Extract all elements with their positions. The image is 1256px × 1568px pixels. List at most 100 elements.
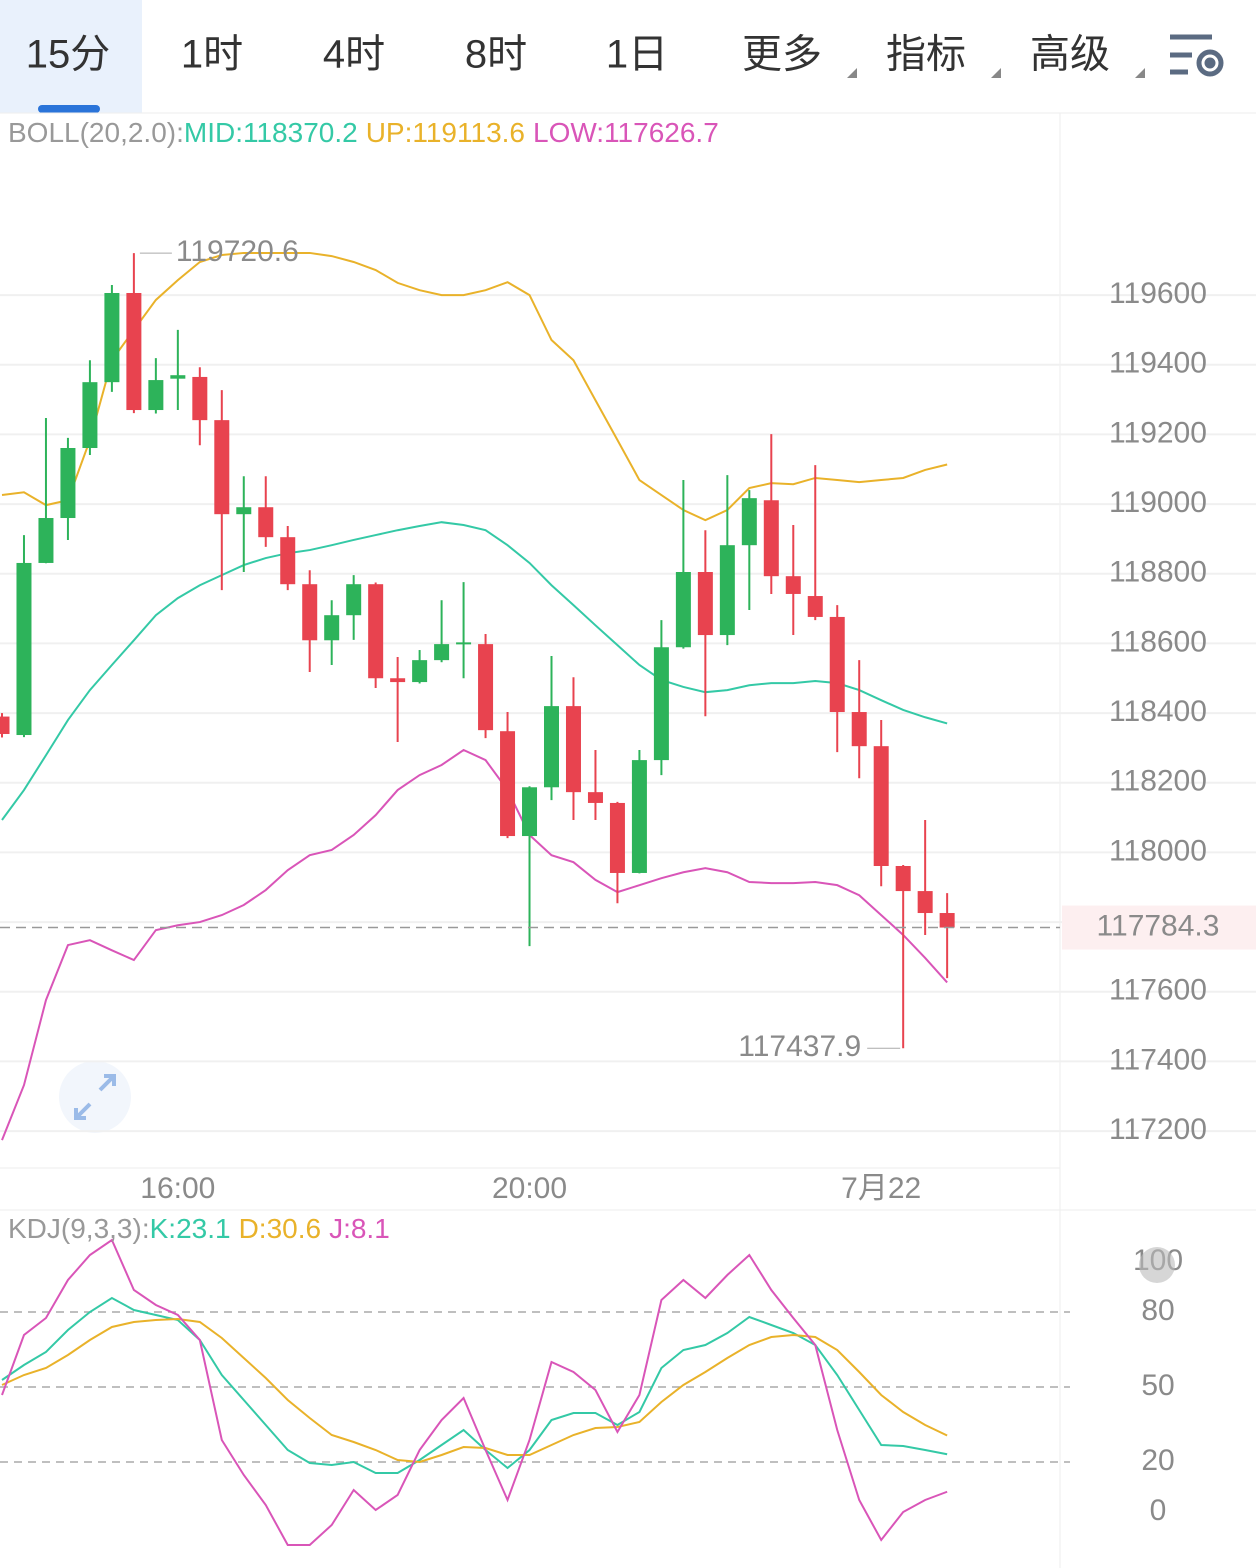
candle-body — [939, 913, 955, 928]
candle-body — [280, 537, 296, 585]
candle-body — [302, 584, 318, 641]
candle-body — [653, 647, 669, 761]
indicator-line — [1, 748, 948, 1141]
tab[interactable]: 4时 — [323, 33, 385, 77]
candle-body — [478, 644, 494, 731]
last-price-badge — [1062, 905, 1256, 950]
tab[interactable]: 8时 — [465, 33, 527, 77]
candle-body — [324, 615, 340, 641]
y-tick-label: 118000 — [1109, 834, 1207, 867]
candle-body — [434, 644, 450, 661]
candle-body — [697, 572, 713, 636]
candle-body — [741, 498, 757, 546]
candle-body — [851, 712, 867, 747]
candle-body — [192, 376, 208, 421]
legend-entry: UP:119113.6 — [366, 117, 525, 148]
tab[interactable]: 1日 — [606, 33, 668, 77]
x-tick-label: 16:00 — [140, 1172, 215, 1205]
y-tick-label: 119200 — [1109, 416, 1207, 449]
active-tab-indicator — [38, 105, 100, 113]
indicator-line — [1, 521, 948, 821]
indicator-header: KDJ(9,3,3):K:23.1 D:30.6 J:8.1 — [8, 1213, 390, 1244]
candle-body — [38, 518, 54, 563]
candle-body — [565, 706, 581, 793]
legend-entry: LOW:117626.7 — [533, 117, 719, 148]
candle-body — [60, 448, 76, 519]
y-tick-label: 119000 — [1109, 486, 1207, 519]
y-tick-label: 119600 — [1109, 277, 1207, 310]
candle-body — [917, 891, 933, 914]
candle-body — [587, 792, 603, 803]
tab[interactable]: 指标 — [886, 33, 966, 77]
tab[interactable]: 1时 — [181, 33, 243, 77]
indicator-name: BOLL(20,2.0): — [8, 117, 184, 148]
y-tick-label: 117400 — [1109, 1043, 1207, 1076]
legend-entry: J:8.1 — [329, 1213, 390, 1244]
y-tick-label: 20 — [1141, 1444, 1174, 1477]
indicator-line — [1, 251, 948, 522]
candle-body — [873, 746, 889, 866]
candle-body — [148, 380, 164, 411]
y-tick-label: 118400 — [1109, 695, 1207, 728]
scroll-thumb[interactable] — [1139, 1247, 1175, 1283]
y-tick-label: 117600 — [1109, 974, 1207, 1007]
candle-body — [170, 375, 186, 379]
dropdown-caret — [991, 68, 1001, 78]
candle-body — [16, 562, 32, 736]
indicator-line — [1, 1296, 948, 1474]
candle-body — [390, 678, 406, 683]
y-tick-label: 0 — [1150, 1494, 1167, 1527]
tab[interactable]: 15分 — [26, 33, 111, 77]
x-tick-label: 20:00 — [492, 1172, 567, 1205]
candle-body — [807, 596, 823, 617]
candle-body — [0, 716, 10, 734]
candle-body — [631, 760, 647, 873]
candle-body — [368, 584, 384, 679]
legend-entry: D:30.6 — [239, 1213, 322, 1244]
candle-body — [763, 500, 779, 577]
y-tick-label: 118200 — [1109, 765, 1207, 798]
candle-body — [456, 642, 472, 645]
dropdown-caret — [1135, 68, 1145, 78]
indicator-line — [1, 1238, 948, 1546]
candle-body — [785, 576, 801, 594]
candle-body — [346, 584, 362, 616]
y-tick-label: 117200 — [1109, 1113, 1207, 1146]
candle-body — [609, 802, 625, 873]
candle-body — [719, 545, 735, 636]
x-tick-label: 7月22 — [841, 1172, 921, 1205]
indicator-name: KDJ(9,3,3): — [8, 1213, 150, 1244]
annotation-label: 119720.6 — [176, 235, 299, 268]
candle-body — [258, 507, 274, 538]
candle-body — [544, 706, 559, 788]
legend-entry: MID:118370.2 — [184, 117, 358, 148]
indicator-header: BOLL(20,2.0):MID:118370.2 UP:119113.6 LOW:… — [8, 117, 719, 148]
candle-body — [895, 865, 911, 892]
candle-body — [104, 292, 120, 383]
settings-icon[interactable] — [1170, 34, 1224, 77]
indicator-line — [1, 1317, 948, 1464]
candle-body — [412, 660, 428, 683]
candle-body — [500, 731, 516, 837]
candle-body — [126, 292, 142, 411]
candle-body — [675, 572, 691, 648]
candle-body — [214, 420, 230, 515]
y-tick-label: 80 — [1141, 1294, 1174, 1327]
last-price-label: 117784.3 — [1097, 909, 1220, 942]
candle-body — [82, 382, 98, 449]
tab[interactable]: 更多 — [742, 33, 822, 77]
annotation-label: 117437.9 — [738, 1030, 861, 1063]
candle-body — [829, 616, 845, 713]
expand-button[interactable] — [59, 1061, 131, 1133]
candle-body — [236, 507, 252, 515]
y-tick-label: 118600 — [1109, 625, 1207, 658]
candle-body — [522, 787, 538, 837]
dropdown-caret — [847, 68, 857, 78]
legend-entry: K:23.1 — [150, 1213, 231, 1244]
active-tab-bg — [0, 0, 142, 113]
y-tick-label: 119400 — [1109, 347, 1207, 380]
y-tick-label: 50 — [1141, 1369, 1174, 1402]
tab[interactable]: 高级 — [1030, 33, 1110, 77]
y-tick-label: 118800 — [1109, 556, 1207, 589]
